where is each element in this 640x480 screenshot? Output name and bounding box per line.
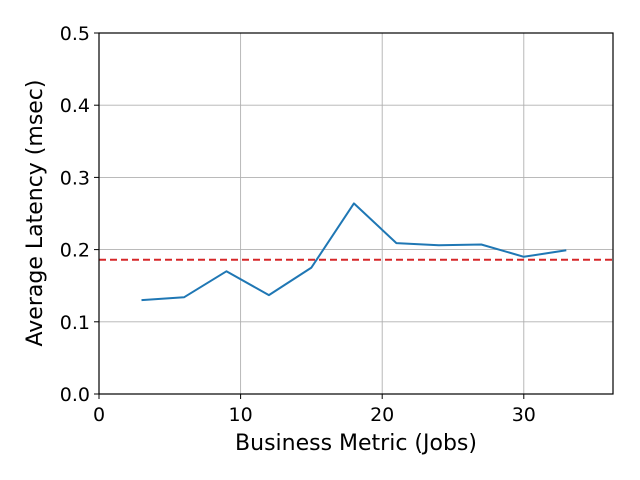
- y-axis-label: Average Latency (msec): [23, 80, 48, 347]
- y-tick-label: 0.1: [60, 312, 90, 334]
- series-group: [141, 202, 567, 302]
- y-tick-label: 0.4: [60, 95, 90, 117]
- x-axis-ticks: 0 10 20 30: [93, 394, 536, 426]
- x-tick-label: 20: [370, 404, 394, 426]
- series-line: [141, 202, 567, 302]
- x-axis-label: Business Metric (Jobs): [235, 431, 477, 456]
- y-axis-ticks: 0.0 0.1 0.2 0.3 0.4 0.5: [60, 23, 99, 406]
- x-tick-label: 0: [93, 404, 105, 426]
- grid-lines: [98, 32, 613, 395]
- y-tick-label: 0.5: [60, 23, 90, 45]
- x-tick-label: 30: [512, 404, 536, 426]
- x-tick-label: 10: [229, 404, 253, 426]
- plot-frame: [98, 32, 614, 395]
- y-tick-label: 0.0: [60, 384, 90, 406]
- y-tick-label: 0.3: [60, 167, 90, 189]
- y-tick-label: 0.2: [60, 240, 90, 262]
